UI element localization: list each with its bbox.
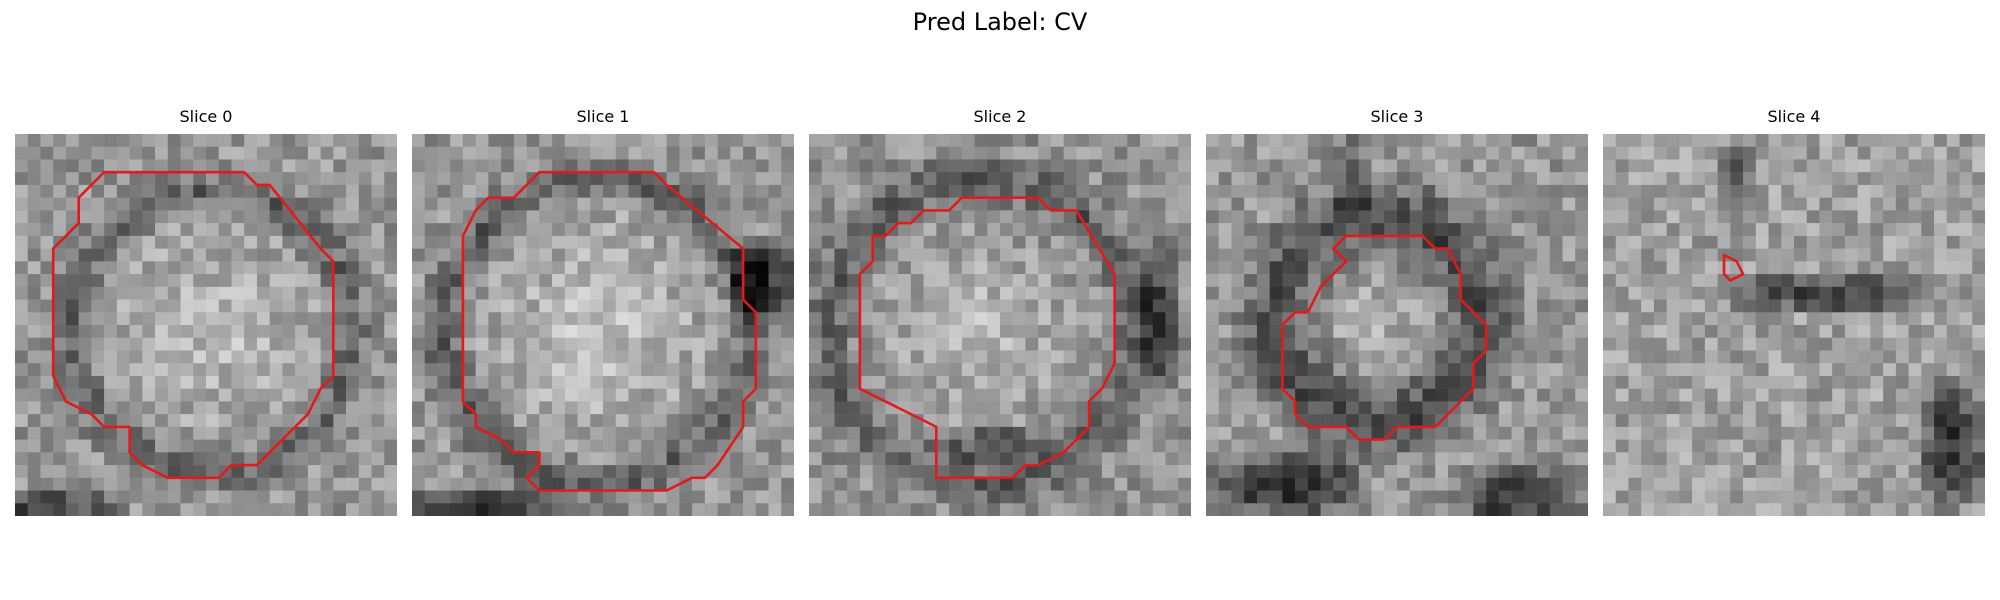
prediction-contour xyxy=(1281,234,1488,441)
slice-title: Slice 2 xyxy=(973,107,1027,126)
prediction-contour xyxy=(858,196,1116,480)
slice-title: Slice 1 xyxy=(576,107,630,126)
figure-title: Pred Label: CV xyxy=(912,8,1088,36)
slice-image xyxy=(1603,134,1985,516)
slice-image xyxy=(412,134,794,516)
prediction-contour xyxy=(1722,253,1745,282)
slice-image xyxy=(1206,134,1588,516)
slice-title: Slice 4 xyxy=(1767,107,1821,126)
prediction-contour xyxy=(461,170,758,492)
prediction-contour xyxy=(51,170,335,480)
slice-image xyxy=(809,134,1191,516)
slice-title: Slice 3 xyxy=(1370,107,1424,126)
slice-title: Slice 0 xyxy=(179,107,233,126)
slice-image xyxy=(15,134,397,516)
